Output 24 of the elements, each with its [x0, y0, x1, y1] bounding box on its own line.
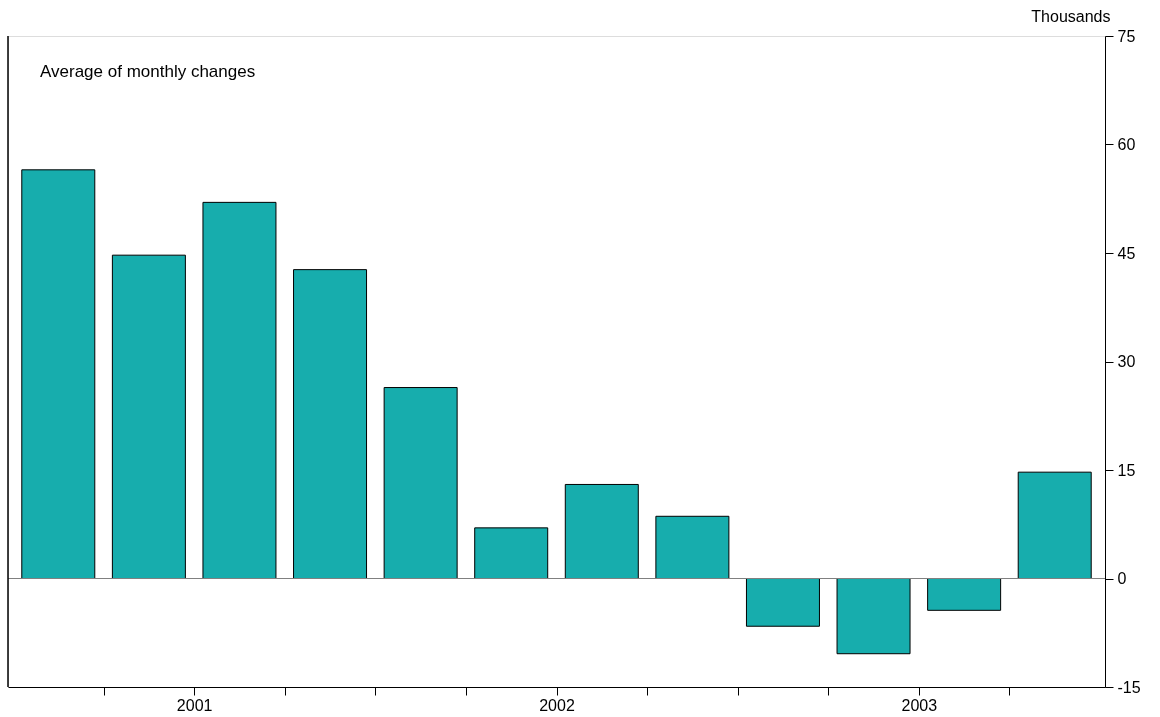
y-tick-label: 30	[1117, 353, 1136, 370]
bar	[111, 254, 186, 579]
bar	[383, 387, 458, 579]
bar	[474, 527, 549, 579]
bar	[927, 578, 1002, 611]
bar	[836, 578, 911, 655]
bar	[655, 515, 730, 579]
y-tick-label: -15	[1117, 678, 1141, 696]
x-tick-label: 2001	[176, 696, 213, 714]
y-tick-label: 45	[1117, 244, 1136, 262]
bar	[21, 169, 96, 579]
annotation: Average of monthly changes	[40, 62, 256, 81]
y-axis-title: Thousands	[1031, 7, 1111, 25]
bar	[745, 578, 820, 627]
bar	[293, 269, 368, 579]
bar	[564, 483, 639, 579]
y-tick-label: 75	[1117, 27, 1136, 45]
y-tick-label: 60	[1117, 136, 1136, 153]
y-tick-label: 15	[1117, 461, 1136, 479]
y-tick-label: 0	[1117, 570, 1127, 587]
bar	[202, 201, 277, 579]
x-tick-label: 2002	[539, 696, 575, 714]
x-tick-label: 2003	[901, 696, 938, 714]
bar	[1017, 471, 1092, 579]
